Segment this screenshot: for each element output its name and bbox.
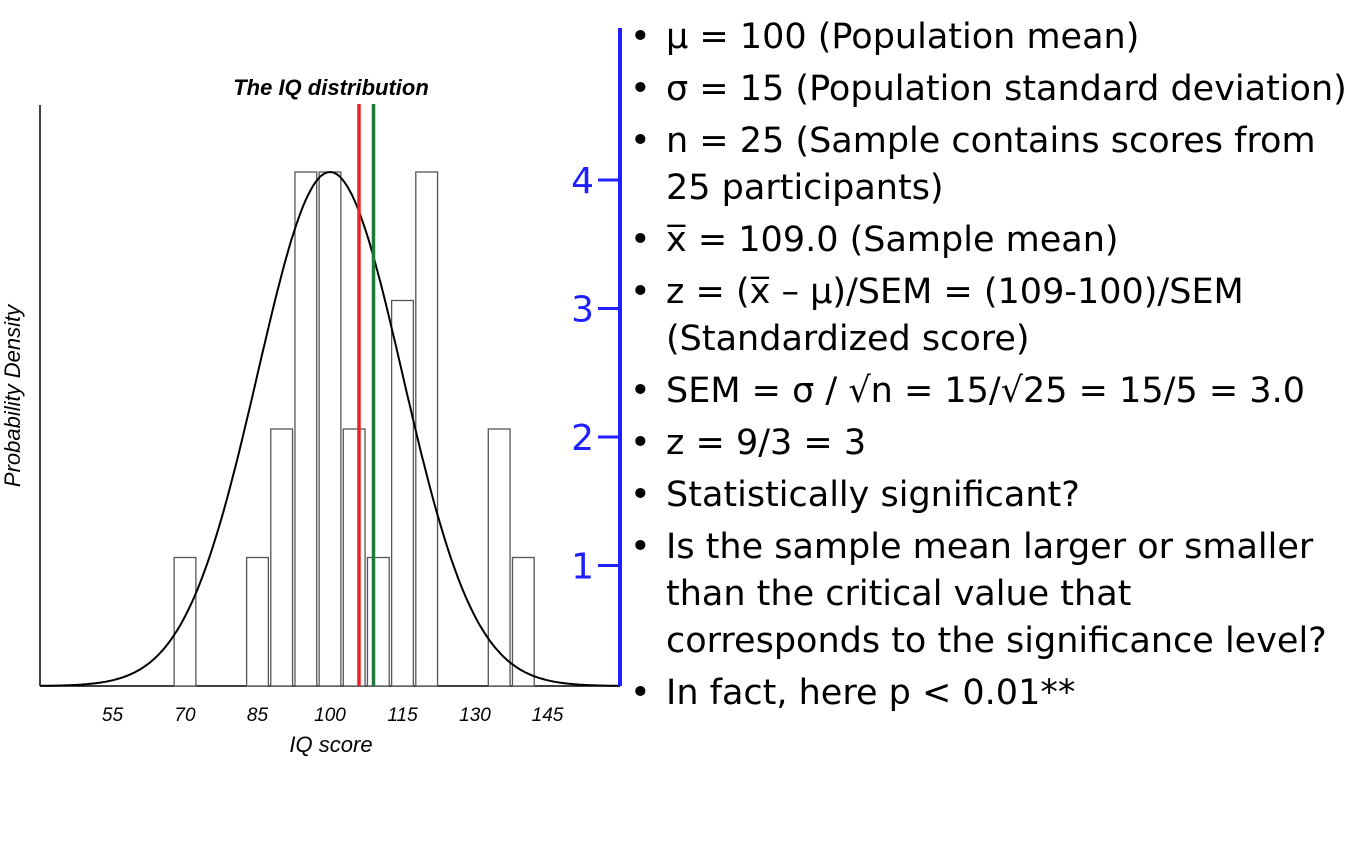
bullet-item: • Statistically significant? xyxy=(626,472,1354,519)
histogram-bar xyxy=(294,171,318,687)
bullet-dot-icon: • xyxy=(630,527,651,567)
histogram-bar xyxy=(511,556,535,687)
count-tick-label: 3 xyxy=(571,290,594,331)
bullet-text: x̅ = 109.0 (Sample mean) xyxy=(666,220,1119,260)
bullet-text: Is the sample mean larger or smaller tha… xyxy=(666,527,1327,661)
x-tick-label: 145 xyxy=(532,705,564,726)
count-tick-label: 2 xyxy=(571,418,594,459)
bullet-dot-icon: • xyxy=(630,69,651,109)
bullet-text: Statistically significant? xyxy=(666,475,1080,515)
histogram-bar xyxy=(342,428,366,687)
bullet-item: • In fact, here p < 0.01** xyxy=(626,670,1354,717)
bullet-item: • SEM = σ / √n = 15/√25 = 15/5 = 3.0 xyxy=(626,368,1354,415)
bullet-item: • z = 9/3 = 3 xyxy=(626,420,1354,467)
histogram-bar xyxy=(366,556,390,687)
bullet-text: μ = 100 (Population mean) xyxy=(666,17,1140,57)
histogram-bar xyxy=(415,171,439,687)
x-tick-labels: 55 70 85 100 115 130 145 xyxy=(102,705,564,726)
bullet-dot-icon: • xyxy=(630,371,651,411)
bullet-dot-icon: • xyxy=(630,220,651,260)
histogram-bars xyxy=(173,171,535,687)
mean-lines xyxy=(357,104,376,686)
bullet-item: • z = (x̅ – μ)/SEM = (109-100)/SEM (Stand… xyxy=(626,269,1354,363)
bullet-item: • μ = 100 (Population mean) xyxy=(626,14,1354,61)
bullet-dot-icon: • xyxy=(630,17,651,57)
y-axis-title: Probability Density xyxy=(0,303,25,487)
histogram-bar xyxy=(487,428,511,687)
bullet-dot-icon: • xyxy=(630,272,651,312)
x-tick-label: 85 xyxy=(247,705,269,726)
count-tick-label: 1 xyxy=(571,547,594,588)
bullet-item: • Is the sample mean larger or smaller th… xyxy=(626,524,1354,665)
bullet-dot-icon: • xyxy=(630,475,651,515)
histogram-bar xyxy=(173,556,197,687)
count-tick-label: 4 xyxy=(571,161,594,202)
statistics-bullet-list: • μ = 100 (Population mean) • σ = 15 (Popul… xyxy=(626,14,1354,722)
bullet-item: • x̅ = 109.0 (Sample mean) xyxy=(626,217,1354,264)
x-tick-label: 130 xyxy=(459,705,491,726)
x-axis-title: IQ score xyxy=(289,732,372,757)
iq-distribution-chart: The IQ distribution Probability Density … xyxy=(0,28,622,757)
histogram-bar xyxy=(245,556,270,687)
x-tick-label: 55 xyxy=(102,705,124,726)
bullet-text: z = 9/3 = 3 xyxy=(666,423,867,463)
x-tick-label: 115 xyxy=(387,705,418,726)
normal-curve xyxy=(40,170,620,687)
count-axis-ticks: 1 2 3 4 xyxy=(571,161,620,588)
histogram-bar xyxy=(270,428,294,687)
bullet-text: SEM = σ / √n = 15/√25 = 15/5 = 3.0 xyxy=(666,371,1305,411)
bullet-dot-icon: • xyxy=(630,423,651,463)
bullet-item: • σ = 15 (Population standard deviation) xyxy=(626,66,1354,113)
bullet-dot-icon: • xyxy=(630,673,651,713)
x-tick-label: 100 xyxy=(314,705,346,726)
bullet-text: z = (x̅ – μ)/SEM = (109-100)/SEM (Standa… xyxy=(666,272,1244,359)
bullet-dot-icon: • xyxy=(630,121,651,161)
bullet-text: In fact, here p < 0.01** xyxy=(666,673,1076,713)
bullet-text: n = 25 (Sample contains scores from 25 p… xyxy=(666,121,1316,208)
bullet-item: • n = 25 (Sample contains scores from 25 … xyxy=(626,118,1354,212)
histogram-bar xyxy=(390,299,415,687)
x-tick-label: 70 xyxy=(174,705,196,726)
bullet-text: σ = 15 (Population standard deviation) xyxy=(666,69,1347,109)
chart-title: The IQ distribution xyxy=(233,75,429,100)
histogram-bar xyxy=(318,171,342,687)
